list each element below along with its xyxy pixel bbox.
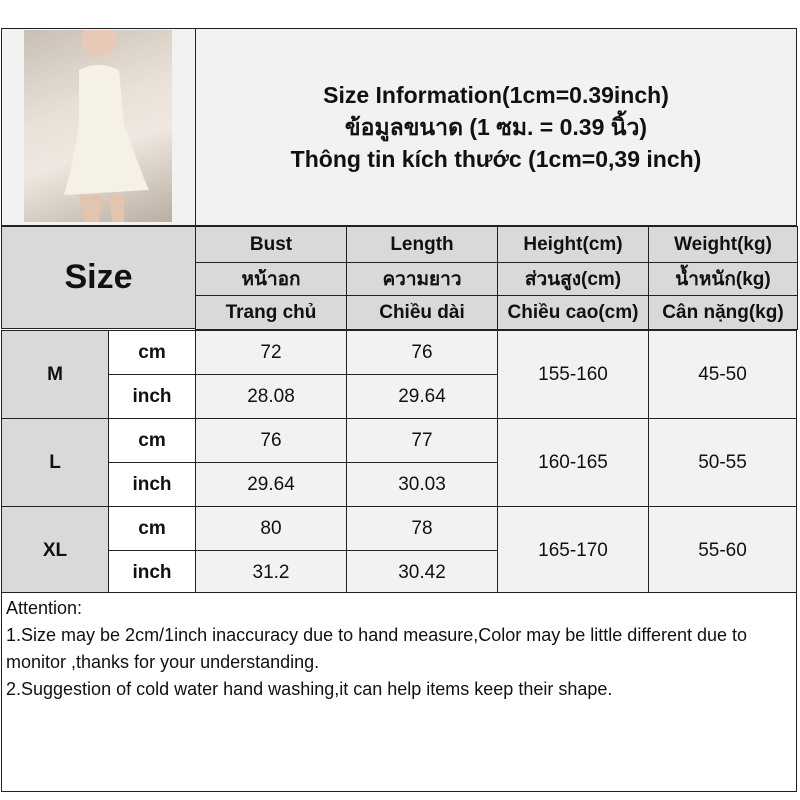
length-value: 30.03 [346,462,498,507]
column-header-th: หน้าอก [195,262,347,296]
column-header-vi: Cân nặng(kg) [648,295,798,330]
column-header-en: Length [346,226,498,263]
weight-value: 50-55 [648,418,797,507]
size-label: L [1,418,109,507]
column-header-en: Weight(kg) [648,226,798,263]
unit-label: inch [108,374,196,419]
bust-value: 31.2 [195,550,347,595]
column-header-th: ส่วนสูง(cm) [497,262,649,296]
weight-value: 55-60 [648,506,797,595]
attention-section: Attention: 1.Size may be 2cm/1inch inacc… [1,592,797,792]
size-label: M [1,330,109,419]
column-header-vi: Trang chủ [195,295,347,330]
length-value: 29.64 [346,374,498,419]
height-value: 155-160 [497,330,649,419]
column-header-th: ความยาว [346,262,498,296]
column-header-vi: Chiều cao(cm) [497,295,649,330]
weight-value: 45-50 [648,330,797,419]
length-value: 30.42 [346,550,498,595]
title-cell: Size Information(1cm=0.39inch) ข้อมูลขนา… [195,28,797,226]
column-header-en: Height(cm) [497,226,649,263]
bust-value: 29.64 [195,462,347,507]
title-en: Size Information(1cm=0.39inch) [323,82,669,108]
attention-heading: Attention: [6,598,83,618]
attention-note-1: 1.Size may be 2cm/1inch inaccuracy due t… [6,625,748,672]
unit-label: cm [108,506,196,551]
size-label: XL [1,506,109,595]
height-value: 160-165 [497,418,649,507]
title-th: ข้อมูลขนาด (1 ซม. = 0.39 นิ้ว) [344,114,648,140]
column-header-vi: Chiều dài [346,295,498,330]
bust-value: 76 [195,418,347,463]
unit-label: cm [108,418,196,463]
bust-value: 28.08 [195,374,347,419]
unit-label: inch [108,550,196,595]
attention-note-2: 2.Suggestion of cold water hand washing,… [6,679,613,699]
column-header-en: Bust [195,226,347,263]
unit-label: cm [108,330,196,375]
product-photo [24,30,172,222]
unit-label: inch [108,462,196,507]
length-value: 76 [346,330,498,375]
bust-value: 72 [195,330,347,375]
length-value: 77 [346,418,498,463]
title-vi: Thông tin kích thước (1cm=0,39 inch) [290,146,702,172]
bust-value: 80 [195,506,347,551]
column-header-th: น้ำหนัก(kg) [648,262,798,296]
size-header: Size [1,226,196,329]
height-value: 165-170 [497,506,649,595]
length-value: 78 [346,506,498,551]
